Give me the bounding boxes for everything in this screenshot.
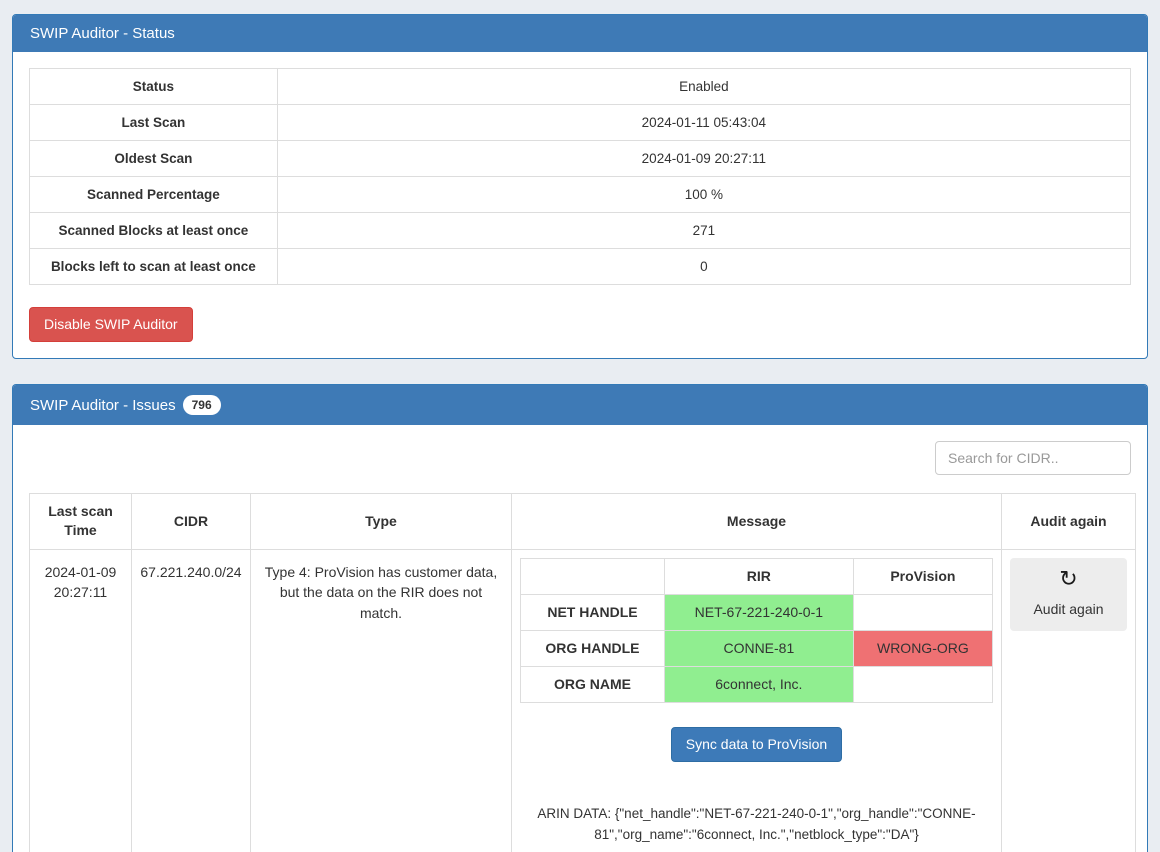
issues-panel-title: SWIP Auditor - Issues — [30, 396, 176, 414]
table-row: Scanned Percentage 100 % — [29, 176, 1132, 213]
disable-swip-auditor-button[interactable]: Disable SWIP Auditor — [29, 307, 193, 342]
col-header-message: Message — [511, 492, 1002, 550]
issue-row: 2024-01-09 20:27:11 67.221.240.0/24 Type… — [29, 548, 1136, 852]
net-handle-label: NET HANDLE — [520, 593, 665, 631]
status-table: Status Enabled Last Scan 2024-01-11 05:4… — [29, 68, 1132, 285]
arin-data-text: ARIN DATA: {"net_handle":"NET-67-221-240… — [537, 805, 976, 842]
col-header-last-scan-time: Last scan Time — [29, 492, 132, 550]
issue-audit-cell: ↻ Audit again — [1001, 548, 1136, 852]
status-label: Status — [29, 68, 278, 105]
table-row: Last Scan 2024-01-11 05:43:04 — [29, 104, 1132, 141]
rir-provision-comparison-table: RIR ProVision NET HANDLE NET-67-221-240-… — [520, 557, 994, 703]
search-row — [29, 440, 1131, 475]
org-handle-provision-value: WRONG-ORG — [852, 629, 994, 667]
scanned-percentage-label: Scanned Percentage — [29, 176, 278, 213]
status-value: Enabled — [276, 68, 1132, 105]
org-handle-label: ORG HANDLE — [520, 629, 665, 667]
col-header-type: Type — [250, 492, 512, 550]
scanned-blocks-value: 271 — [276, 212, 1132, 249]
issue-message-cell: RIR ProVision NET HANDLE NET-67-221-240-… — [511, 548, 1002, 852]
table-row: Blocks left to scan at least once 0 — [29, 248, 1132, 285]
blocks-left-value: 0 — [276, 248, 1132, 285]
sync-button-wrap: Sync data to ProVision — [520, 726, 993, 762]
issue-type-message: Type 4: ProVision has customer data, but… — [250, 548, 512, 852]
scanned-percentage-value: 100 % — [276, 176, 1132, 213]
issues-panel-heading: SWIP Auditor - Issues 796 — [13, 384, 1147, 425]
oldest-scan-label: Oldest Scan — [29, 140, 278, 177]
issues-panel: SWIP Auditor - Issues 796 Last scan Time … — [12, 383, 1148, 852]
org-name-label: ORG NAME — [520, 665, 665, 703]
status-panel-body: Status Enabled Last Scan 2024-01-11 05:4… — [13, 52, 1147, 358]
issues-count-badge: 796 — [182, 394, 221, 415]
comparison-empty-header — [520, 557, 665, 595]
status-panel-title: SWIP Auditor - Status — [30, 25, 175, 42]
col-header-audit-again: Audit again — [1001, 492, 1136, 550]
org-name-rir-value: 6connect, Inc. — [663, 665, 854, 703]
table-row: NET HANDLE NET-67-221-240-0-1 — [520, 593, 994, 631]
table-row: Oldest Scan 2024-01-09 20:27:11 — [29, 140, 1132, 177]
table-row: Status Enabled — [29, 68, 1132, 105]
net-handle-provision-value — [852, 593, 994, 631]
issues-header-row: Last scan Time CIDR Type Message Audit a… — [29, 492, 1136, 550]
last-scan-value: 2024-01-11 05:43:04 — [276, 104, 1132, 141]
col-header-cidr: CIDR — [131, 492, 251, 550]
audit-again-label: Audit again — [1033, 600, 1104, 617]
issues-table: Last scan Time CIDR Type Message Audit a… — [29, 492, 1136, 852]
blocks-left-label: Blocks left to scan at least once — [29, 248, 278, 285]
comparison-provision-header: ProVision — [852, 557, 994, 595]
refresh-icon: ↻ — [1059, 565, 1078, 591]
table-row: ORG NAME 6connect, Inc. — [520, 665, 994, 703]
audit-again-button[interactable]: ↻ Audit again — [1010, 557, 1127, 632]
status-panel: SWIP Auditor - Status Status Enabled Las… — [12, 14, 1148, 359]
last-scan-label: Last Scan — [29, 104, 278, 141]
comparison-header-row: RIR ProVision — [520, 557, 994, 595]
org-handle-rir-value: CONNE-81 — [663, 629, 854, 667]
oldest-scan-value: 2024-01-09 20:27:11 — [276, 140, 1132, 177]
table-row: Scanned Blocks at least once 271 — [29, 212, 1132, 249]
issue-last-scan-time: 2024-01-09 20:27:11 — [29, 548, 132, 852]
sync-data-to-provision-button[interactable]: Sync data to ProVision — [670, 726, 843, 762]
status-panel-heading: SWIP Auditor - Status — [13, 15, 1147, 52]
cidr-search-input[interactable] — [935, 440, 1131, 475]
net-handle-rir-value: NET-67-221-240-0-1 — [663, 593, 854, 631]
org-name-provision-value — [852, 665, 994, 703]
scanned-blocks-label: Scanned Blocks at least once — [29, 212, 278, 249]
issues-panel-body: Last scan Time CIDR Type Message Audit a… — [13, 425, 1147, 852]
issue-cidr: 67.221.240.0/24 — [131, 548, 251, 852]
comparison-rir-header: RIR — [663, 557, 854, 595]
table-row: ORG HANDLE CONNE-81 WRONG-ORG — [520, 629, 994, 667]
